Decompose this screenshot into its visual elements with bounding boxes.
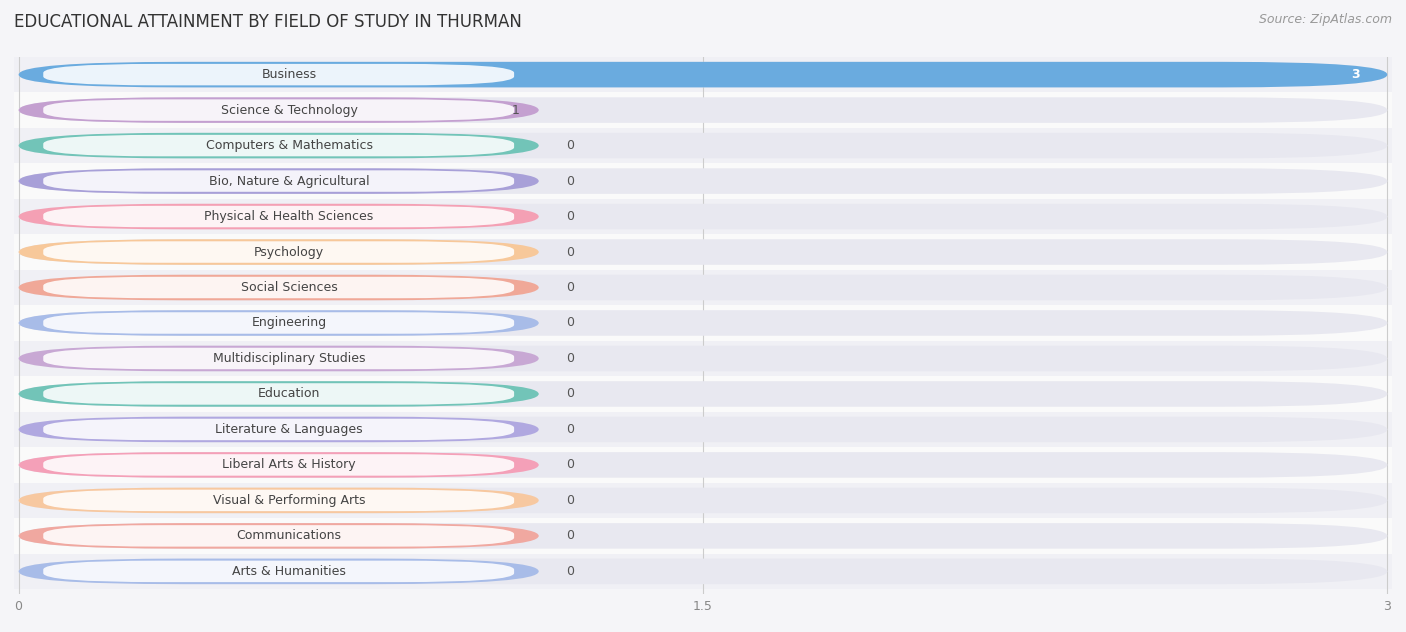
FancyBboxPatch shape	[10, 57, 1396, 92]
Text: 0: 0	[567, 210, 574, 223]
Text: Multidisciplinary Studies: Multidisciplinary Studies	[212, 352, 366, 365]
Text: Physical & Health Sciences: Physical & Health Sciences	[204, 210, 374, 223]
Text: 0: 0	[567, 352, 574, 365]
FancyBboxPatch shape	[18, 240, 538, 265]
FancyBboxPatch shape	[44, 171, 515, 191]
FancyBboxPatch shape	[44, 99, 515, 121]
Text: 0: 0	[567, 458, 574, 471]
FancyBboxPatch shape	[44, 525, 515, 547]
Text: EDUCATIONAL ATTAINMENT BY FIELD OF STUDY IN THURMAN: EDUCATIONAL ATTAINMENT BY FIELD OF STUDY…	[14, 13, 522, 30]
FancyBboxPatch shape	[18, 62, 1388, 87]
FancyBboxPatch shape	[18, 346, 1388, 371]
Text: 0: 0	[567, 530, 574, 542]
FancyBboxPatch shape	[18, 133, 538, 159]
FancyBboxPatch shape	[44, 206, 515, 228]
FancyBboxPatch shape	[44, 241, 515, 263]
FancyBboxPatch shape	[44, 135, 515, 156]
FancyBboxPatch shape	[18, 62, 1388, 87]
FancyBboxPatch shape	[18, 488, 1388, 513]
FancyBboxPatch shape	[18, 204, 538, 229]
Text: Liberal Arts & History: Liberal Arts & History	[222, 458, 356, 471]
FancyBboxPatch shape	[18, 133, 1388, 159]
FancyBboxPatch shape	[18, 275, 538, 300]
Text: 0: 0	[567, 423, 574, 436]
FancyBboxPatch shape	[44, 561, 515, 582]
FancyBboxPatch shape	[18, 275, 1388, 300]
FancyBboxPatch shape	[44, 64, 515, 85]
Text: Visual & Performing Arts: Visual & Performing Arts	[212, 494, 366, 507]
FancyBboxPatch shape	[18, 310, 1388, 336]
FancyBboxPatch shape	[44, 490, 515, 511]
FancyBboxPatch shape	[10, 163, 1396, 199]
FancyBboxPatch shape	[44, 348, 515, 369]
FancyBboxPatch shape	[10, 447, 1396, 483]
FancyBboxPatch shape	[18, 559, 538, 584]
Text: 0: 0	[567, 281, 574, 294]
FancyBboxPatch shape	[18, 452, 538, 478]
Text: 0: 0	[567, 139, 574, 152]
FancyBboxPatch shape	[18, 97, 1388, 123]
FancyBboxPatch shape	[18, 559, 1388, 584]
Text: Computers & Mathematics: Computers & Mathematics	[205, 139, 373, 152]
FancyBboxPatch shape	[18, 452, 1388, 478]
FancyBboxPatch shape	[18, 381, 538, 407]
FancyBboxPatch shape	[18, 416, 538, 442]
FancyBboxPatch shape	[18, 97, 538, 123]
Text: Social Sciences: Social Sciences	[240, 281, 337, 294]
Text: 3: 3	[1351, 68, 1360, 81]
Text: 0: 0	[567, 565, 574, 578]
Text: 0: 0	[567, 387, 574, 401]
Text: Literature & Languages: Literature & Languages	[215, 423, 363, 436]
Text: Business: Business	[262, 68, 316, 81]
FancyBboxPatch shape	[10, 518, 1396, 554]
Text: 0: 0	[567, 494, 574, 507]
FancyBboxPatch shape	[44, 454, 515, 476]
FancyBboxPatch shape	[18, 381, 1388, 407]
Text: Science & Technology: Science & Technology	[221, 104, 357, 116]
Text: Engineering: Engineering	[252, 317, 326, 329]
FancyBboxPatch shape	[18, 204, 1388, 229]
FancyBboxPatch shape	[10, 341, 1396, 376]
FancyBboxPatch shape	[18, 523, 538, 549]
FancyBboxPatch shape	[10, 199, 1396, 234]
FancyBboxPatch shape	[18, 523, 1388, 549]
Text: Bio, Nature & Agricultural: Bio, Nature & Agricultural	[208, 174, 370, 188]
Text: 1: 1	[512, 104, 519, 116]
Text: Source: ZipAtlas.com: Source: ZipAtlas.com	[1258, 13, 1392, 26]
FancyBboxPatch shape	[44, 312, 515, 334]
Text: 0: 0	[567, 245, 574, 258]
FancyBboxPatch shape	[44, 419, 515, 440]
FancyBboxPatch shape	[10, 411, 1396, 447]
FancyBboxPatch shape	[18, 416, 1388, 442]
Text: 0: 0	[567, 317, 574, 329]
FancyBboxPatch shape	[10, 270, 1396, 305]
Text: 0: 0	[567, 174, 574, 188]
FancyBboxPatch shape	[44, 277, 515, 298]
FancyBboxPatch shape	[10, 483, 1396, 518]
Text: Arts & Humanities: Arts & Humanities	[232, 565, 346, 578]
FancyBboxPatch shape	[44, 383, 515, 404]
FancyBboxPatch shape	[18, 168, 538, 194]
FancyBboxPatch shape	[18, 240, 1388, 265]
Text: Education: Education	[257, 387, 321, 401]
FancyBboxPatch shape	[10, 305, 1396, 341]
FancyBboxPatch shape	[10, 128, 1396, 163]
FancyBboxPatch shape	[18, 488, 538, 513]
Text: Communications: Communications	[236, 530, 342, 542]
FancyBboxPatch shape	[18, 310, 538, 336]
FancyBboxPatch shape	[10, 554, 1396, 589]
FancyBboxPatch shape	[18, 168, 1388, 194]
FancyBboxPatch shape	[10, 376, 1396, 411]
FancyBboxPatch shape	[10, 234, 1396, 270]
FancyBboxPatch shape	[10, 92, 1396, 128]
Text: Psychology: Psychology	[254, 245, 325, 258]
FancyBboxPatch shape	[18, 346, 538, 371]
